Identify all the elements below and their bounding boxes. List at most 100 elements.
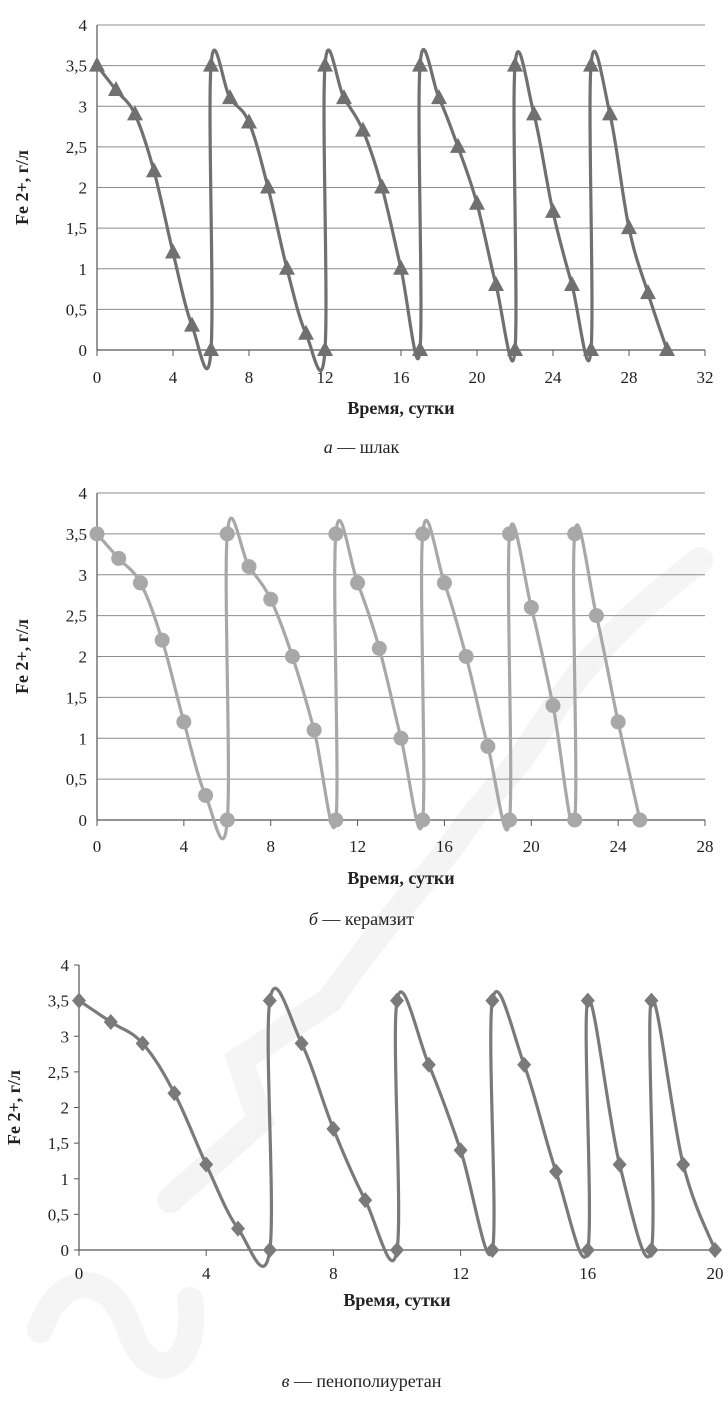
y-tick-label: 2,5 xyxy=(66,138,87,157)
chart-b-caption-letter: б xyxy=(308,909,318,929)
data-point xyxy=(89,526,105,542)
data-point xyxy=(176,714,192,730)
chart-a-caption: а — шлак xyxy=(0,437,723,458)
chart-a-caption-letter: а xyxy=(323,437,333,457)
y-tick-label: 0 xyxy=(61,1241,70,1260)
y-tick-label: 1 xyxy=(79,729,88,748)
series-line xyxy=(77,986,717,1268)
data-point xyxy=(583,56,599,72)
data-point xyxy=(89,56,105,72)
x-tick-label: 24 xyxy=(545,368,563,387)
data-point xyxy=(567,812,583,828)
y-tick-label: 1 xyxy=(61,1170,70,1189)
data-point xyxy=(644,992,659,1009)
y-tick-label: 1,5 xyxy=(66,688,87,707)
data-point xyxy=(219,526,235,542)
data-point xyxy=(507,341,523,356)
data-point xyxy=(328,812,344,828)
data-point xyxy=(676,1156,691,1173)
x-tick-label: 8 xyxy=(266,837,275,856)
x-tick-label: 8 xyxy=(329,1264,338,1283)
data-point xyxy=(231,1220,245,1237)
data-point xyxy=(167,1085,182,1102)
y-tick-label: 3 xyxy=(79,566,88,585)
data-point xyxy=(241,559,257,575)
data-point xyxy=(294,1035,309,1052)
x-tick-label: 0 xyxy=(75,1264,84,1283)
series-line xyxy=(95,516,642,841)
data-point xyxy=(640,284,656,300)
y-tick-label: 3,5 xyxy=(48,992,69,1011)
data-point xyxy=(632,812,648,828)
data-point xyxy=(588,608,604,624)
data-point xyxy=(111,550,127,566)
data-point xyxy=(355,121,371,137)
y-tick-label: 0,5 xyxy=(48,1205,69,1224)
x-tick-label: 20 xyxy=(523,837,540,856)
x-tick-label: 8 xyxy=(245,368,254,387)
x-tick-label: 4 xyxy=(180,837,189,856)
y-tick-label: 4 xyxy=(79,484,88,503)
x-tick-label: 28 xyxy=(621,368,638,387)
data-point xyxy=(421,1056,436,1073)
data-point xyxy=(203,56,219,72)
data-point xyxy=(545,698,561,714)
series-line xyxy=(95,47,669,372)
chart-panel-c: 0 0,5 1 1,5 2 2,5 3 3,5 4 0 4 8 12 16 20 Время, сутки Fe… xyxy=(0,944,723,1407)
data-point xyxy=(132,575,148,591)
data-point xyxy=(219,812,235,828)
data-point xyxy=(412,56,428,72)
x-tick-label: 24 xyxy=(610,837,628,856)
x-axis-title: Время, сутки xyxy=(347,398,454,418)
data-point xyxy=(328,526,344,542)
data-point xyxy=(358,1192,373,1209)
x-tick-label: 28 xyxy=(697,837,714,856)
data-point xyxy=(262,992,277,1009)
data-point xyxy=(336,89,352,105)
data-point xyxy=(279,259,295,275)
data-point xyxy=(450,137,466,153)
data-point xyxy=(393,259,409,275)
data-point xyxy=(350,575,366,591)
data-point xyxy=(659,341,675,356)
x-tick-label: 12 xyxy=(452,1264,469,1283)
y-tick-label: 3,5 xyxy=(66,525,87,544)
x-tick-label: 12 xyxy=(317,368,334,387)
data-point xyxy=(146,162,162,178)
chart-c-caption-letter: в xyxy=(281,1371,290,1391)
y-tick-label: 2 xyxy=(79,648,88,667)
data-point xyxy=(154,632,170,648)
data-point xyxy=(135,1035,150,1052)
x-tick-label: 4 xyxy=(169,368,178,387)
y-tick-label: 0 xyxy=(79,811,88,830)
data-point xyxy=(517,1056,532,1073)
data-point xyxy=(621,219,637,235)
data-point xyxy=(374,178,390,194)
data-point xyxy=(326,1120,341,1137)
data-point xyxy=(415,812,431,828)
y-tick-label: 3 xyxy=(79,97,88,116)
y-tick-label: 1 xyxy=(79,260,88,279)
data-point xyxy=(199,1156,214,1173)
data-point xyxy=(526,105,542,121)
data-point xyxy=(241,113,257,129)
y-tick-label: 1,5 xyxy=(48,1134,69,1153)
data-point xyxy=(469,194,485,210)
data-point xyxy=(458,649,474,664)
x-tick-label: 16 xyxy=(579,1264,596,1283)
chart-c-caption: в — пенополиуретан xyxy=(0,1371,723,1392)
data-point xyxy=(317,341,333,356)
data-point xyxy=(284,649,300,664)
data-point xyxy=(72,992,86,1009)
data-point xyxy=(412,341,428,356)
chart-c-caption-text: — пенополиуретан xyxy=(289,1371,442,1391)
x-tick-label: 0 xyxy=(93,837,102,856)
data-point xyxy=(390,1242,404,1258)
data-point xyxy=(431,89,447,105)
y-tick-label: 0,5 xyxy=(66,300,87,319)
data-point xyxy=(262,1242,277,1258)
data-point xyxy=(390,992,404,1009)
y-tick-label: 4 xyxy=(61,956,70,975)
data-point xyxy=(306,722,322,738)
x-axis-title: Время, сутки xyxy=(343,1290,450,1310)
